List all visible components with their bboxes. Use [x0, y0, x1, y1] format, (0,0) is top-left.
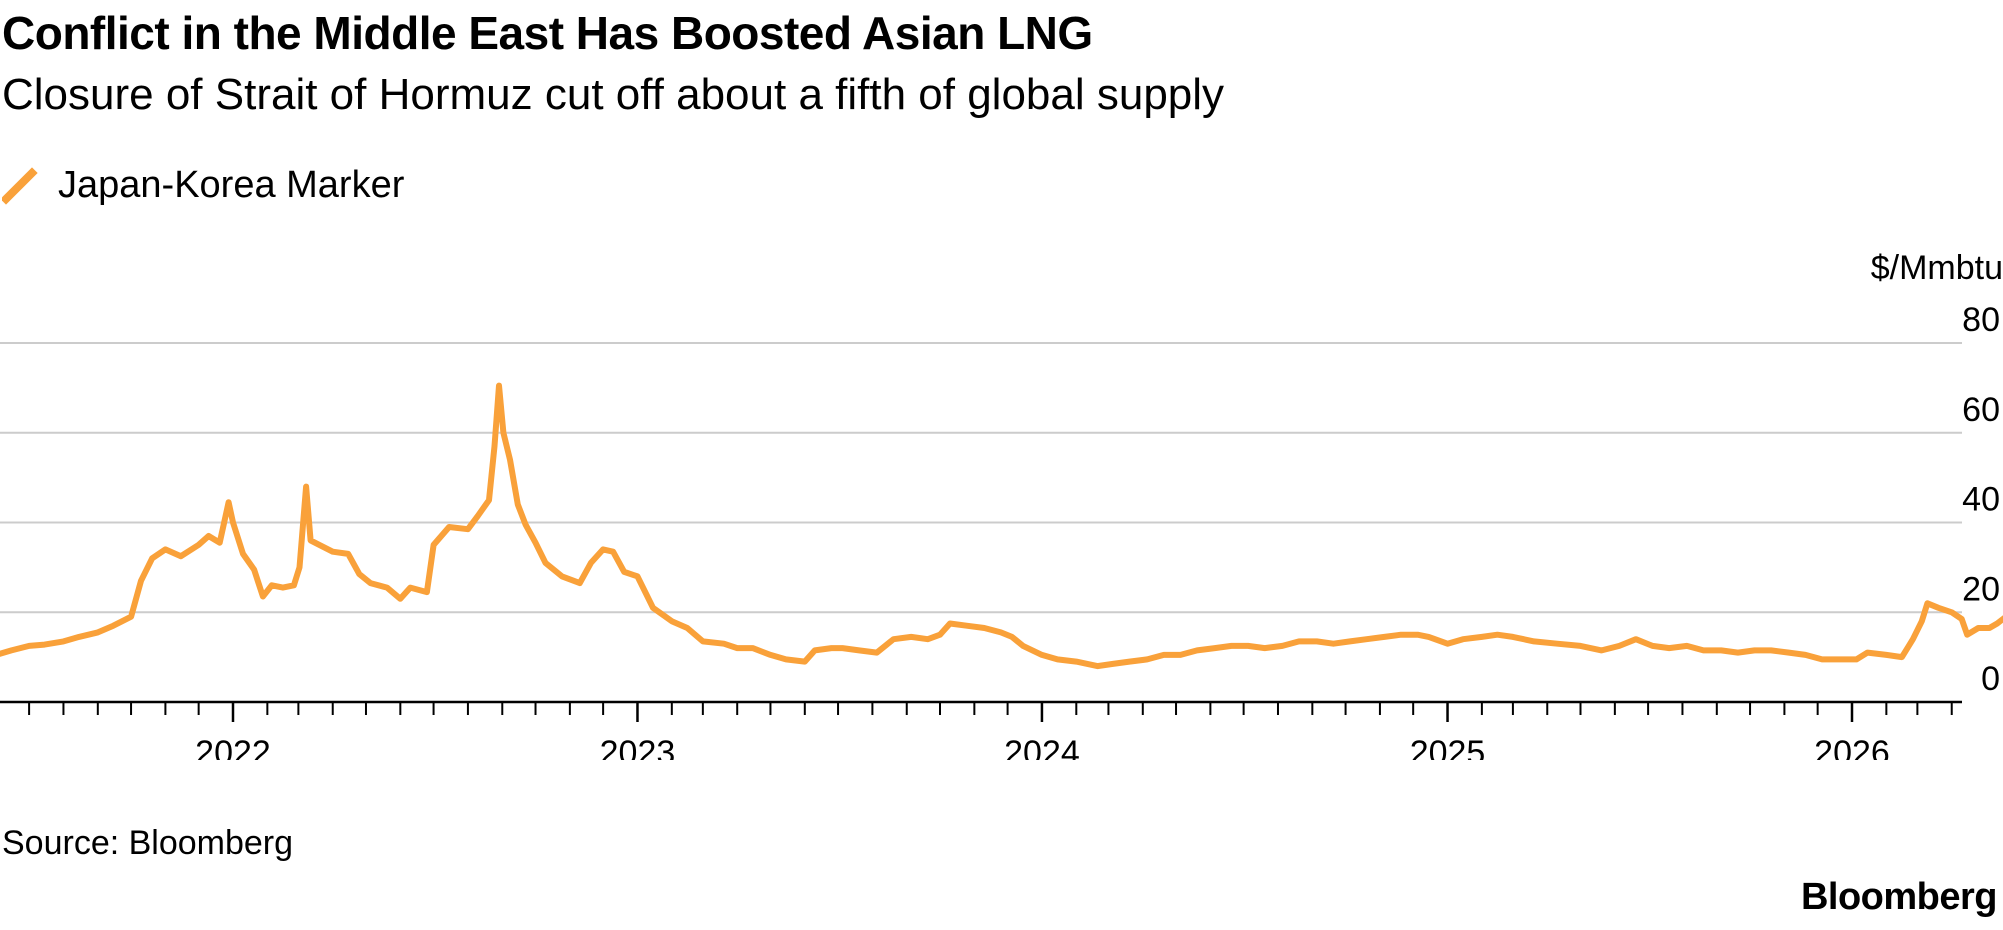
x-tick-label: 2026: [1814, 734, 1890, 760]
brand-logo: Bloomberg: [1800, 876, 1998, 918]
y-tick-label: 80: [1962, 301, 2000, 339]
y-tick-label: 0: [1981, 660, 2000, 698]
source-note: Source: Bloomberg: [2, 824, 294, 862]
y-axis-unit-label: $/Mmbtu: [1871, 249, 2003, 287]
x-tick-label: 2023: [600, 734, 676, 760]
chart-subtitle: Closure of Strait of Hormuz cut off abou…: [2, 70, 1225, 119]
grid-lines: [0, 342, 1962, 614]
chart-title: Conflict in the Middle East Has Boosted …: [2, 7, 1093, 59]
legend-swatch-icon: [2, 167, 38, 205]
y-tick-label: 40: [1962, 481, 2000, 519]
series-layer: [0, 382, 2003, 670]
x-tick-label: 2024: [1004, 734, 1080, 760]
y-axis-labels: 0 20 40 60 80: [1962, 301, 2000, 698]
line-chart: 0 20 40 60 80 $/Mmbtu 2022 2023 2024 2025 2026: [0, 249, 2003, 760]
x-tick-label: 2022: [195, 734, 271, 760]
legend: Japan-Korea Marker: [2, 160, 404, 210]
legend-label: Japan-Korea Marker: [58, 163, 405, 206]
y-tick-label: 60: [1962, 391, 2000, 429]
y-tick-label: 20: [1962, 570, 2000, 608]
x-axis: 2022 2023 2024 2025 2026: [0, 700, 1962, 760]
x-tick-label: 2025: [1410, 734, 1486, 760]
legend-swatch-line: [2, 167, 38, 205]
series-line-japan-korea-marker: [0, 382, 2003, 670]
